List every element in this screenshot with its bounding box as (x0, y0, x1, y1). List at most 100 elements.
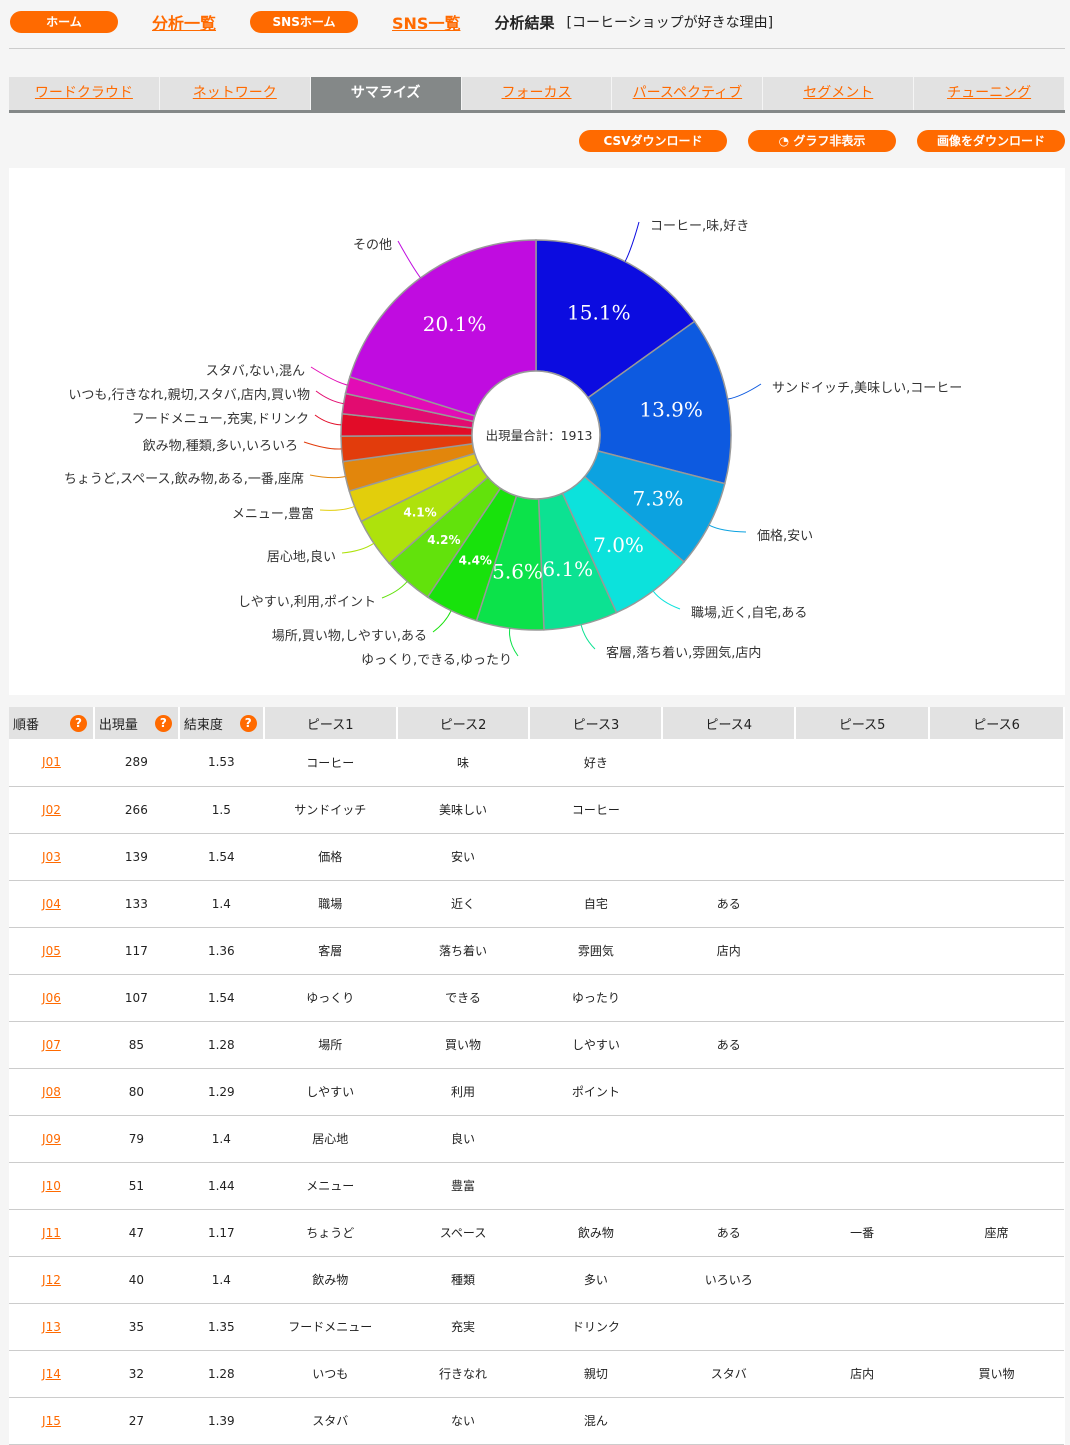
table-cell: 利用 (396, 1068, 530, 1116)
table-cell: 289 (93, 739, 179, 787)
row-id-link[interactable]: J13 (42, 1319, 61, 1334)
table-cell: 行きなれ (396, 1350, 530, 1398)
slice-label: スタバ,ない,混ん (206, 364, 305, 379)
tab-5[interactable]: セグメント (763, 77, 915, 110)
row-id-link[interactable]: J08 (42, 1084, 61, 1099)
tab-2[interactable]: サマライズ (310, 77, 462, 110)
leader-line (315, 390, 344, 405)
leader-line (381, 581, 408, 599)
table-row: J07 85 1.28 場所 買い物 しやすい ある (9, 1021, 1064, 1069)
table-cell: 職場 (263, 880, 397, 928)
leader-line (652, 590, 681, 610)
page-subtitle: [コーヒーショップが好きな理由] (566, 15, 774, 31)
table-cell: 1.4 (178, 880, 264, 928)
row-id-link[interactable]: J06 (42, 990, 61, 1005)
table-cell: 価格 (263, 833, 397, 881)
table-cell: 1.54 (178, 974, 264, 1022)
leader-line (309, 474, 346, 479)
table-cell (662, 786, 796, 834)
row-id-link[interactable]: J07 (42, 1037, 61, 1052)
column-header: ピース4 (662, 707, 797, 739)
table-cell (795, 786, 930, 834)
slice-percent: 7.0% (593, 533, 644, 557)
row-id-link[interactable]: J03 (42, 849, 61, 864)
table-row: J08 80 1.29 しやすい 利用 ポイント (9, 1068, 1064, 1116)
table-cell: 35 (93, 1303, 179, 1351)
slice-label: 場所,買い物,しやすい,ある (272, 629, 427, 644)
csv-download-button[interactable]: CSVダウンロード (579, 130, 727, 152)
row-id-link[interactable]: J04 (42, 896, 61, 911)
table-row: J12 40 1.4 飲み物 種類 多い いろいろ (9, 1256, 1064, 1304)
table-cell: 1.54 (178, 833, 264, 881)
table-cell: J03 (9, 833, 94, 881)
tab-1[interactable]: ネットワーク (159, 77, 311, 110)
row-id-link[interactable]: J11 (42, 1225, 61, 1240)
slice-label: フードメニュー,充実,ドリンク (132, 411, 309, 427)
analysis-list-link[interactable]: 分析一覧 (152, 14, 217, 33)
table-cell (929, 927, 1064, 975)
leader-line (341, 542, 375, 554)
row-id-link[interactable]: J02 (42, 802, 61, 817)
table-row: J04 133 1.4 職場 近く 自宅 ある (9, 880, 1064, 928)
table-cell: 混ん (529, 1397, 663, 1445)
tab-6[interactable]: チューニング (914, 77, 1066, 110)
leader-line (310, 366, 348, 386)
table-cell: 親切 (529, 1350, 663, 1398)
table-row: J11 47 1.17 ちょうど スペース 飲み物 ある 一番 座席 (9, 1209, 1064, 1257)
table-cell (795, 1162, 930, 1210)
table-cell: ある (662, 1021, 796, 1069)
tab-4[interactable]: パースペクティブ (612, 77, 764, 110)
leader-line (319, 506, 355, 511)
sns-home-button[interactable]: SNSホーム (250, 11, 359, 33)
row-id-link[interactable]: J05 (42, 943, 61, 958)
home-button[interactable]: ホーム (10, 11, 118, 33)
table-cell: 一番 (795, 1209, 930, 1257)
results-table: 順番? 出現量? 結束度? ピース1 ピース2 ピース3 ピース4 ピース5 ピース6 J01 28… (9, 707, 1065, 1445)
table-cell (929, 833, 1064, 881)
row-id-link[interactable]: J14 (42, 1366, 61, 1381)
column-header-label: ピース4 (705, 717, 753, 733)
image-download-button[interactable]: 画像をダウンロード (917, 130, 1065, 152)
row-id-link[interactable]: J09 (42, 1131, 61, 1146)
table-cell: ポイント (529, 1068, 663, 1116)
table-cell: しやすい (529, 1021, 663, 1069)
hide-graph-button[interactable]: ◔ グラフ非表示 (748, 130, 896, 152)
table-cell (795, 1115, 930, 1163)
column-header-label: 出現量 (98, 717, 138, 733)
table-cell: 落ち着い (396, 927, 530, 975)
help-icon[interactable]: ? (69, 715, 87, 732)
table-cell: 133 (93, 880, 179, 928)
table-cell (929, 1162, 1064, 1210)
tab-3[interactable]: フォーカス (461, 77, 613, 110)
column-header-label: ピース6 (973, 717, 1020, 733)
sns-list-link[interactable]: SNS一覧 (392, 14, 461, 33)
page-title: 分析結果 (494, 13, 555, 32)
table-row: J03 139 1.54 価格 安い (9, 833, 1064, 881)
table-cell: いろいろ (662, 1256, 796, 1304)
donut-hole (471, 370, 601, 500)
leader-line (432, 610, 452, 633)
table-cell: サンドイッチ (263, 786, 397, 834)
leader-line (303, 441, 342, 450)
table-cell: 買い物 (929, 1350, 1064, 1398)
table-cell: ある (662, 880, 796, 928)
table-cell: 79 (93, 1115, 179, 1163)
table-cell: J02 (9, 786, 94, 834)
table-cell: J08 (9, 1068, 94, 1116)
row-id-link[interactable]: J15 (42, 1413, 61, 1428)
column-header: 順番? (9, 707, 95, 739)
help-icon[interactable]: ? (154, 715, 172, 732)
help-icon[interactable]: ? (239, 715, 257, 732)
slice-label: 職場,近く,自宅,ある (691, 606, 807, 621)
table-cell (929, 880, 1064, 928)
table-cell: 32 (93, 1350, 179, 1398)
tab-0[interactable]: ワードクラウド (9, 77, 160, 110)
row-id-link[interactable]: J12 (42, 1272, 61, 1287)
slice-percent: 4.4% (459, 554, 492, 568)
table-cell (795, 1256, 930, 1304)
slice-label: ちょうど,スペース,飲み物,ある,一番,座席 (64, 471, 304, 487)
row-id-link[interactable]: J10 (42, 1178, 61, 1193)
column-header: 結束度? (178, 707, 265, 739)
header: ホーム 分析一覧 SNSホーム SNS一覧 分析結果 [コーヒーショップが好きな… (10, 10, 1065, 34)
row-id-link[interactable]: J01 (42, 755, 61, 770)
